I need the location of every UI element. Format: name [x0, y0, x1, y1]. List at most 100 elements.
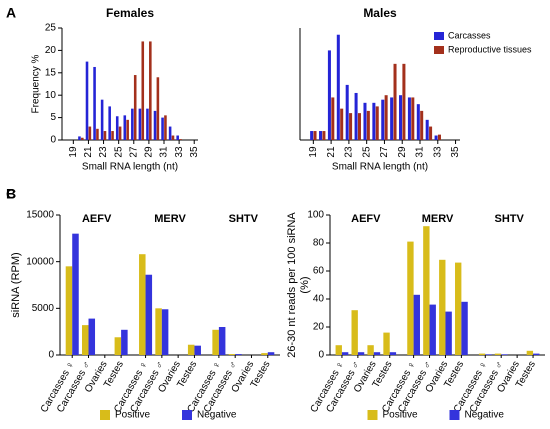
bar: [413, 294, 420, 355]
bar: [416, 104, 420, 140]
bar: [235, 354, 242, 355]
bar: [375, 106, 379, 140]
bar: [93, 66, 96, 140]
group-label: AEFV: [82, 213, 112, 225]
x-tick-label: 29: [144, 146, 155, 158]
bar: [372, 102, 376, 140]
bar: [407, 97, 411, 140]
legend-swatch: [449, 410, 460, 420]
bar: [390, 97, 394, 140]
y-tick-label: 5000: [32, 303, 55, 314]
legend-label: Reproductive tissues: [448, 44, 532, 54]
x-tick-label: 33: [432, 146, 443, 158]
x-tick-label: 23: [98, 146, 109, 158]
x-axis-label: Small RNA length (nt): [332, 162, 428, 173]
bar: [96, 128, 99, 140]
bar: [81, 137, 84, 140]
bar: [445, 311, 452, 355]
bar: [373, 352, 381, 355]
bar: [153, 110, 157, 140]
bar: [335, 345, 342, 355]
x-tick-label: 21: [83, 146, 94, 158]
y-tick-label: 20: [313, 322, 325, 333]
legend-label: Positive: [383, 410, 418, 421]
y-tick-label: 40: [313, 294, 325, 305]
legend-swatch: [434, 32, 444, 40]
y-tick-label: 10: [45, 90, 57, 101]
bar: [155, 308, 162, 355]
bar: [351, 310, 358, 355]
y-axis-label: (%): [299, 276, 311, 293]
group-label: AEFV: [351, 213, 381, 225]
y-axis-label: 26-30 nt reads per 100 siRNA: [286, 212, 298, 358]
bar: [384, 95, 388, 140]
bar: [367, 345, 374, 355]
bar: [164, 115, 167, 140]
x-tick-label: 31: [415, 146, 426, 158]
bar: [345, 84, 349, 140]
bar: [212, 329, 219, 355]
legend-label: Negative: [465, 410, 505, 421]
bar: [179, 139, 182, 140]
bar: [434, 135, 438, 140]
bar: [485, 354, 492, 355]
legend-swatch: [182, 410, 192, 420]
bar: [146, 108, 149, 140]
bar: [194, 345, 201, 355]
bar: [123, 115, 127, 140]
y-tick-label: 60: [313, 266, 325, 277]
y-tick-label: 100: [307, 210, 324, 221]
bar: [357, 113, 361, 140]
y-tick-label: 0: [50, 135, 56, 146]
bar: [439, 259, 446, 355]
group-label: SHTV: [229, 213, 259, 225]
bar: [319, 131, 323, 140]
bar: [82, 325, 89, 355]
legend-swatch: [100, 410, 110, 420]
bar: [218, 327, 226, 355]
bar: [88, 126, 92, 140]
bar: [168, 126, 172, 140]
x-tick-label: 29: [397, 146, 408, 158]
legend-label: Negative: [197, 410, 237, 421]
x-tick-label: 23: [344, 146, 355, 158]
bar: [336, 34, 340, 140]
bar: [429, 126, 433, 140]
x-tick-label: 27: [128, 146, 139, 158]
legend-swatch: [434, 46, 444, 54]
bar: [141, 41, 145, 140]
x-tick-label: 25: [361, 146, 372, 158]
bar: [228, 354, 236, 355]
bar: [383, 332, 390, 355]
bar: [494, 353, 502, 355]
bar: [149, 41, 152, 140]
bar: [423, 226, 430, 355]
bar: [533, 353, 540, 355]
bar: [461, 301, 468, 355]
bar: [187, 344, 195, 355]
bar: [357, 352, 365, 355]
bar: [331, 97, 335, 140]
bar: [65, 266, 73, 355]
bar: [399, 95, 403, 140]
x-tick-label: 19: [68, 146, 79, 158]
bar: [139, 254, 146, 355]
x-tick-label: 31: [159, 146, 170, 158]
bar: [126, 119, 129, 140]
bar: [420, 110, 424, 140]
x-tick-label: 25: [113, 146, 124, 158]
group-label: SHTV: [494, 213, 524, 225]
bar: [340, 108, 344, 140]
bar: [381, 99, 385, 140]
y-tick-label: 10000: [26, 256, 54, 267]
bar: [115, 116, 119, 140]
group-label: MERV: [422, 213, 454, 225]
bar: [310, 131, 314, 140]
bar: [176, 135, 179, 140]
bar: [161, 309, 169, 355]
bar: [455, 262, 462, 355]
bar: [88, 318, 96, 355]
bar: [72, 233, 79, 355]
bar: [145, 274, 153, 355]
chart-title: Males: [363, 6, 397, 20]
